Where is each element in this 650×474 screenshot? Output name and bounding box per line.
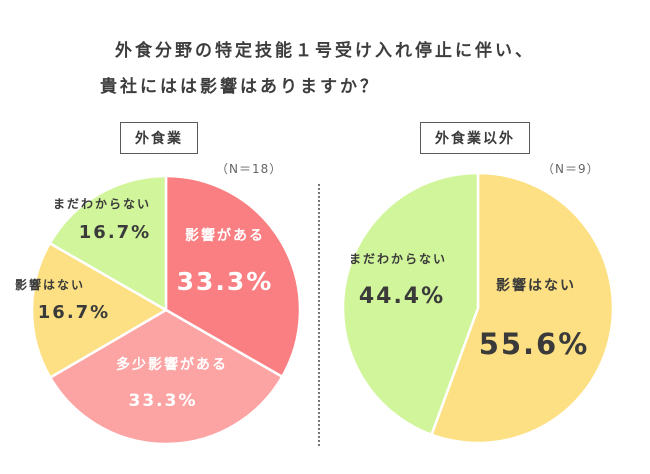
pie0-slice-2-value: 16.7% [38,302,110,323]
chart-title-line1: 外食分野の特定技能１号受け入れ停止に伴い、 [115,41,535,61]
pie0-slice-0-value: 33.3% [177,267,274,296]
pie0-slice-1-value: 33.3% [129,391,198,411]
n-value-other: （N＝9） [542,162,600,176]
pie1-slice-0 [429,171,615,445]
pie1-slice-1-label: まだわからない [349,252,447,266]
pie0-slice-3-label: まだわからない [53,197,151,211]
pie1-slice-0-label: 影響はない [496,277,576,294]
pie1-slice-1-value: 44.4% [359,284,445,309]
pie0-slice-2-label: 影響はない [15,277,85,292]
divider [318,184,320,446]
pie1-slice-1 [341,171,480,437]
pie0-slice-3-value: 16.7% [79,222,151,243]
chart-label-other: 外食業以外 [420,122,530,154]
chart-label-gaishoku: 外食業 [120,122,198,154]
pie0-slice-1 [48,308,284,446]
n-value-gaishoku: （N＝18） [216,162,283,176]
pie0-slice-3 [48,174,168,313]
pie1-slice-0-value: 55.6% [479,327,590,361]
pie0-slice-0 [164,174,302,379]
chart-title-line2: 貴社にはは影響はありますか？ [100,77,380,97]
pie0-slice-2 [30,241,169,380]
pie0-slice-0-label: 影響がある [185,227,265,244]
pie0-slice-1-label: 多少影響がある [116,356,228,373]
